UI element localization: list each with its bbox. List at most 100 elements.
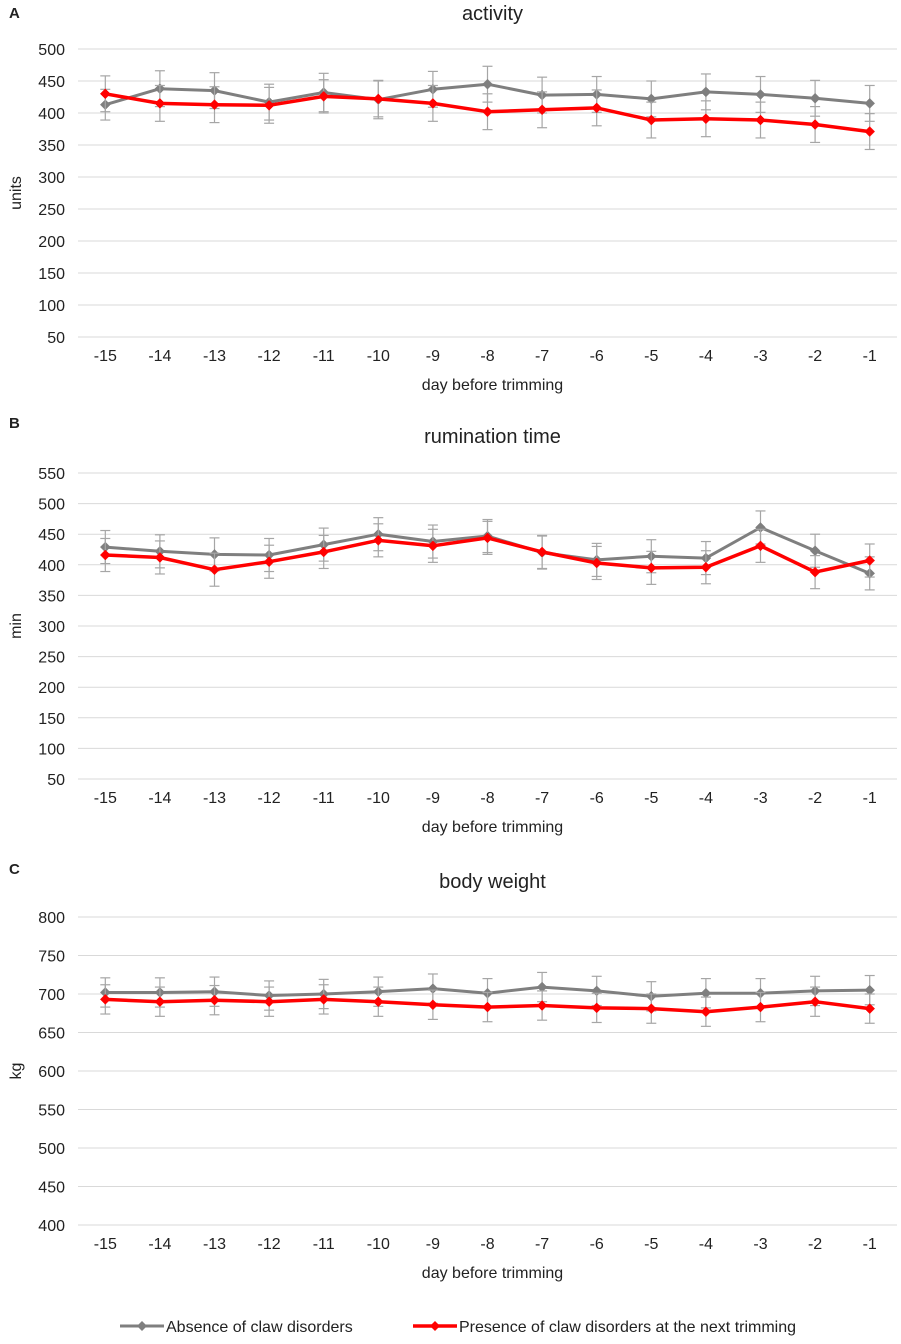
y-tick-label: 400 xyxy=(38,558,65,575)
y-tick-label: 400 xyxy=(38,106,65,123)
y-tick-label: 500 xyxy=(38,497,65,514)
data-point xyxy=(372,534,384,546)
y-tick-label: 50 xyxy=(47,330,65,347)
y-tick-label: 150 xyxy=(38,266,65,283)
panel-label: C xyxy=(9,861,20,878)
x-tick-label: -7 xyxy=(535,1236,549,1253)
x-tick-label: -13 xyxy=(203,348,226,365)
data-point xyxy=(99,549,111,561)
x-tick-label: -11 xyxy=(313,348,335,365)
data-point xyxy=(864,98,876,109)
data-point xyxy=(809,92,821,104)
data-point xyxy=(318,994,330,1005)
x-tick-label: -12 xyxy=(258,348,281,365)
x-tick-label: -2 xyxy=(808,348,822,365)
data-point xyxy=(209,564,220,576)
x-tick-label: -13 xyxy=(203,790,226,807)
x-tick-label: -4 xyxy=(699,790,713,807)
x-tick-label: -9 xyxy=(426,348,440,365)
x-tick-label: -15 xyxy=(94,348,117,365)
data-point xyxy=(154,98,166,109)
y-tick-label: 100 xyxy=(38,741,65,758)
data-point xyxy=(809,996,821,1008)
x-tick-label: -14 xyxy=(148,348,171,365)
x-tick-label: -3 xyxy=(753,1236,767,1253)
series-absence xyxy=(99,65,876,122)
x-tick-label: -11 xyxy=(313,790,335,807)
data-point xyxy=(755,1001,766,1013)
data-point xyxy=(427,98,439,109)
y-tick-label: 100 xyxy=(38,298,65,315)
y-tick-label: 650 xyxy=(38,1026,65,1043)
x-axis-label: day before trimming xyxy=(422,1265,563,1282)
data-point xyxy=(318,546,330,558)
x-axis-label: day before trimming xyxy=(422,819,563,836)
y-tick-label: 350 xyxy=(38,138,65,155)
x-tick-label: -8 xyxy=(480,348,494,365)
x-tick-label: -12 xyxy=(258,790,281,807)
data-point xyxy=(209,99,220,111)
y-tick-label: 450 xyxy=(38,74,65,91)
x-tick-label: -3 xyxy=(753,790,767,807)
y-axis-label: kg xyxy=(8,1063,25,1080)
x-tick-label: -12 xyxy=(258,1236,281,1253)
x-tick-label: -8 xyxy=(480,1236,494,1253)
data-point xyxy=(536,104,548,116)
data-point xyxy=(809,545,821,557)
chart-title: activity xyxy=(462,3,523,25)
chart-title: body weight xyxy=(439,871,546,893)
data-point xyxy=(700,113,712,125)
y-tick-label: 250 xyxy=(38,650,65,667)
data-point xyxy=(700,1006,712,1018)
data-point xyxy=(209,994,220,1006)
x-tick-label: -5 xyxy=(644,348,658,365)
x-tick-label: -10 xyxy=(367,790,390,807)
y-tick-label: 150 xyxy=(38,711,65,728)
data-point xyxy=(318,91,330,102)
data-point xyxy=(809,119,821,130)
y-tick-label: 700 xyxy=(38,987,65,1004)
y-tick-label: 450 xyxy=(38,1180,65,1197)
x-tick-label: -4 xyxy=(699,1236,713,1253)
data-point xyxy=(482,106,493,118)
y-tick-label: 400 xyxy=(38,1218,65,1235)
x-tick-label: -11 xyxy=(313,1236,335,1253)
data-point xyxy=(591,557,603,569)
data-point xyxy=(372,996,384,1008)
data-point xyxy=(755,114,766,126)
x-tick-label: -1 xyxy=(863,1236,877,1253)
y-tick-label: 800 xyxy=(38,910,65,927)
panel-label: B xyxy=(9,415,20,432)
legend-absence-label: Absence of claw disorders xyxy=(166,1319,353,1336)
y-tick-label: 350 xyxy=(38,588,65,605)
data-point xyxy=(700,86,712,98)
x-tick-label: -9 xyxy=(426,790,440,807)
data-point xyxy=(263,996,275,1008)
x-tick-label: -5 xyxy=(644,790,658,807)
legend-presence-marker xyxy=(430,1321,440,1331)
data-point xyxy=(99,994,111,1005)
x-tick-label: -1 xyxy=(863,348,877,365)
data-point xyxy=(864,555,876,566)
x-tick-label: -14 xyxy=(148,1236,171,1253)
x-tick-label: -6 xyxy=(590,1236,604,1253)
y-tick-label: 600 xyxy=(38,1064,65,1081)
data-point xyxy=(645,562,657,574)
data-point xyxy=(263,556,275,568)
y-tick-label: 450 xyxy=(38,527,65,544)
data-point xyxy=(99,88,111,100)
y-tick-label: 50 xyxy=(47,772,65,789)
series-presence xyxy=(99,984,876,1027)
y-axis-label: min xyxy=(8,613,25,639)
x-tick-label: -1 xyxy=(863,790,877,807)
data-point xyxy=(427,540,439,552)
data-point xyxy=(263,99,275,111)
y-tick-label: 200 xyxy=(38,234,65,251)
data-point xyxy=(372,93,384,105)
y-tick-label: 500 xyxy=(38,42,65,59)
x-tick-label: -6 xyxy=(590,348,604,365)
